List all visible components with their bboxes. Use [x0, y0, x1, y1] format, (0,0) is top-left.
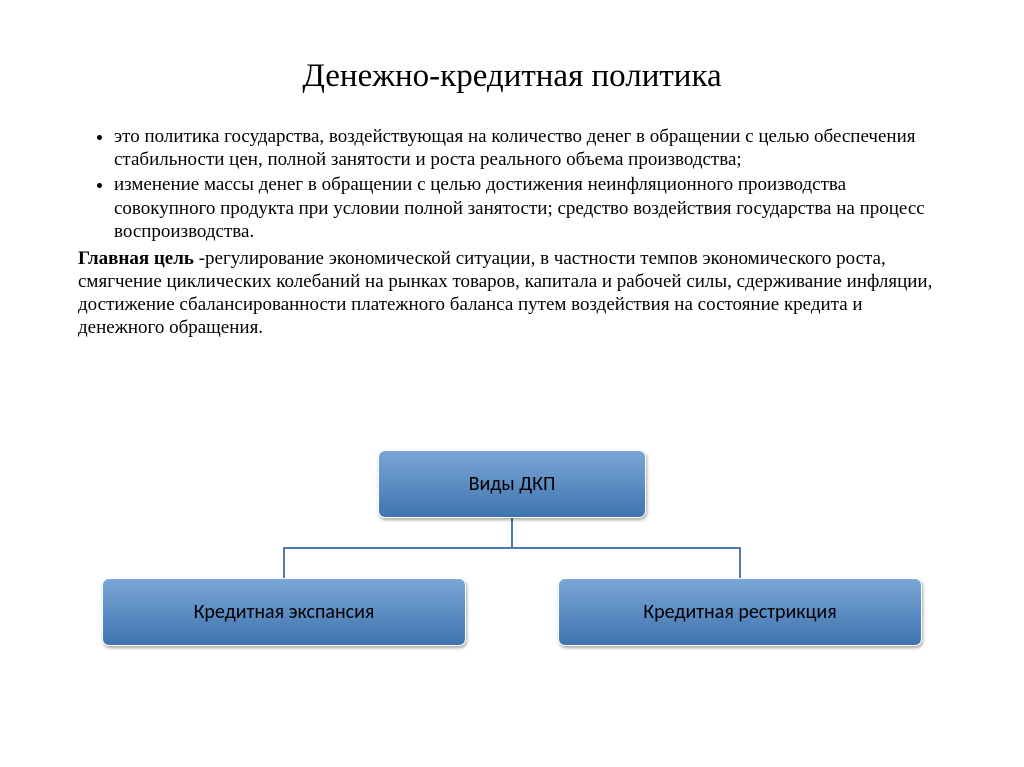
tree-node-label: Кредитная рестрикция — [643, 600, 836, 624]
body-text: это политика государства, воздействующая… — [0, 125, 1024, 340]
main-goal-text: -регулирование экономической ситуации, в… — [78, 248, 932, 339]
tree-node-label: Кредитная экспансия — [194, 600, 375, 624]
main-goal-paragraph: Главная цель -регулирование экономическо… — [78, 247, 946, 340]
tree-diagram: Виды ДКП Кредитная экспансия Кредитная р… — [0, 450, 1024, 730]
tree-node-label: Виды ДКП — [469, 472, 556, 496]
main-goal-label: Главная цель — [78, 248, 199, 269]
list-item: это политика государства, воздействующая… — [114, 125, 946, 171]
tree-child-node: Кредитная рестрикция — [558, 578, 922, 646]
list-item: изменение массы денег в обращении с цель… — [114, 173, 946, 243]
tree-child-node: Кредитная экспансия — [102, 578, 466, 646]
slide: Денежно-кредитная политика это политика … — [0, 0, 1024, 767]
bullet-list: это политика государства, воздействующая… — [78, 125, 946, 243]
tree-root-node: Виды ДКП — [378, 450, 646, 518]
page-title: Денежно-кредитная политика — [0, 0, 1024, 125]
